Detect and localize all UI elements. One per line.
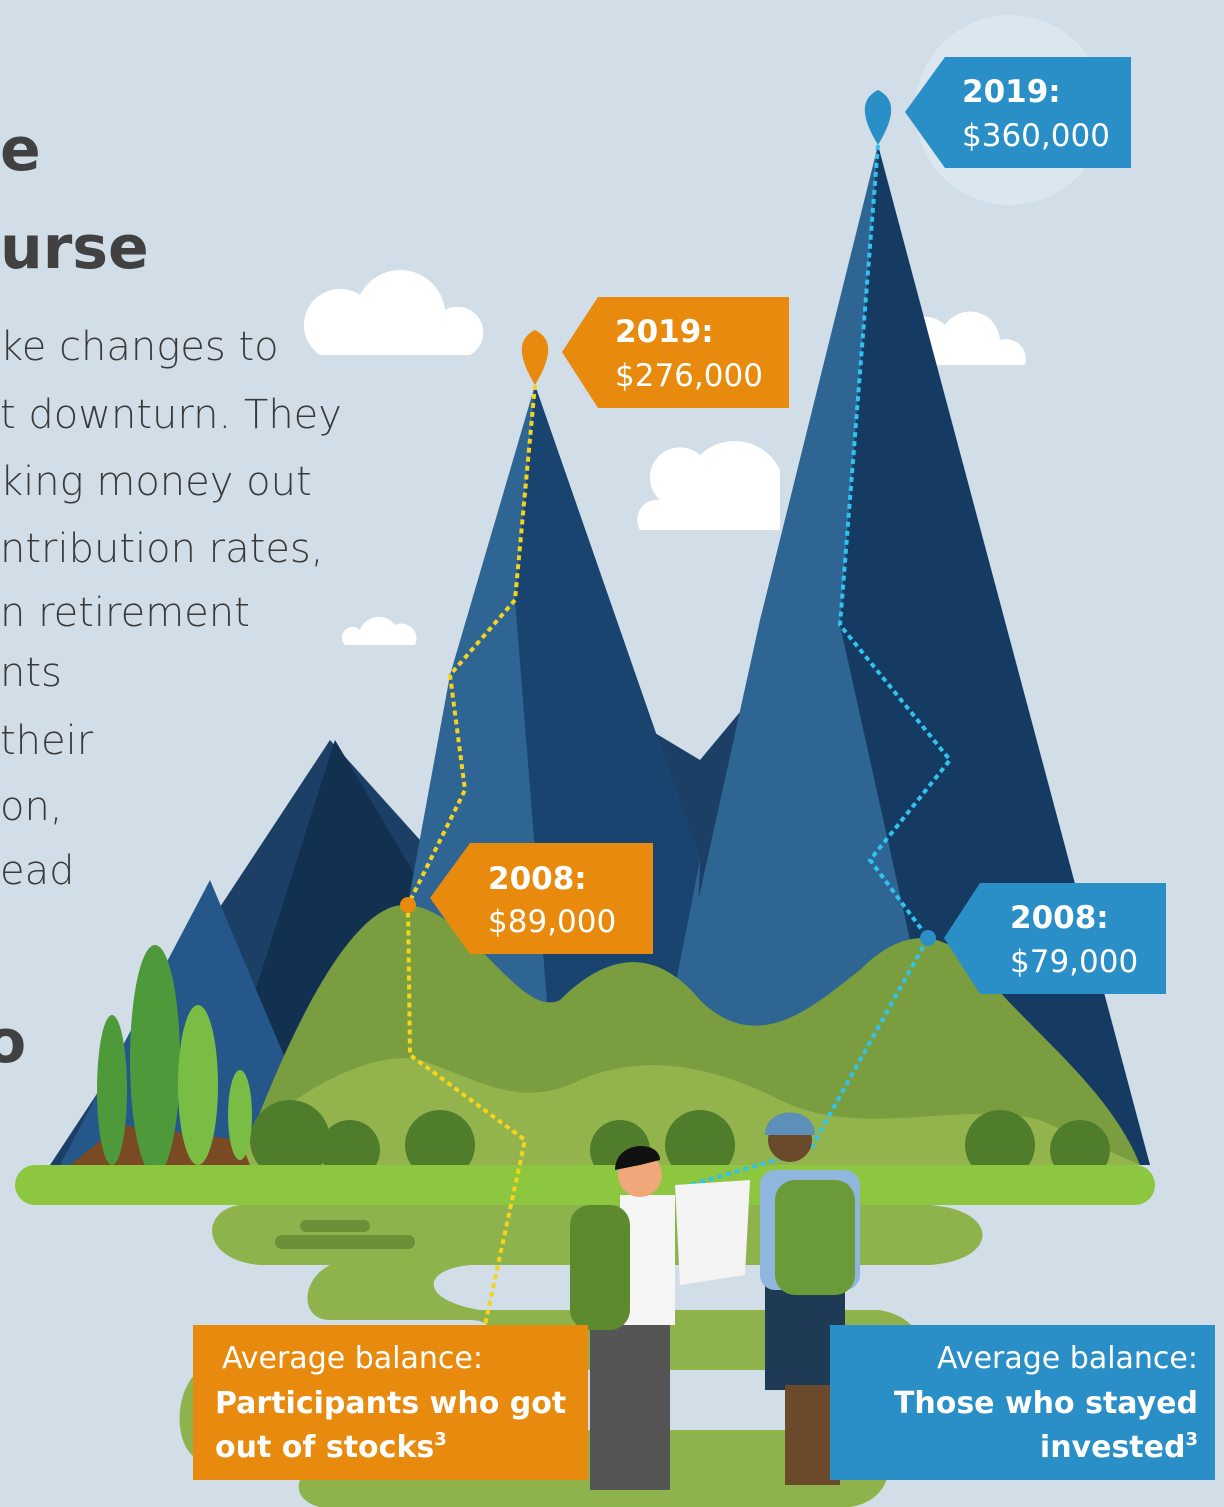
callout-amount: $79,000 (1010, 944, 1138, 980)
decor-shape (637, 441, 780, 530)
caption-group: invested3 (1040, 1429, 1198, 1465)
infographic: e urse ke changes to t downturn. They ki… (0, 0, 1224, 1507)
decor-shape (865, 90, 891, 145)
decor-circle (920, 930, 936, 946)
decor-shape (675, 1180, 750, 1285)
subheading: o (0, 1007, 26, 1077)
caption-label: Average balance: (937, 1341, 1198, 1376)
heading-line: urse (0, 213, 149, 283)
decor-shape (342, 617, 417, 645)
paragraph-line: nts (0, 650, 62, 696)
callout-year: 2019: (615, 314, 714, 350)
tree (97, 1015, 127, 1165)
paragraph-line: king money out (0, 459, 312, 505)
decor-rect (15, 1165, 1155, 1205)
decor-rect (275, 1235, 415, 1249)
decor-rect (775, 1180, 855, 1295)
caption-group: out of stocks3 (215, 1429, 447, 1465)
paragraph-line: ntribution rates, (0, 526, 323, 572)
caption: Average balance: Participants who got ou… (193, 1325, 588, 1480)
decor-rect (590, 1320, 670, 1490)
decor-rect (570, 1205, 630, 1330)
decor-circle (400, 897, 416, 913)
decor-shape (304, 270, 483, 355)
callout-amount: $89,000 (488, 904, 616, 940)
callout: 2008: $79,000 (944, 883, 1166, 994)
page: Infographic html,body{margin:0;padding:0… (0, 0, 1224, 1507)
decor-group (15, 15, 1155, 1507)
paragraph-line: t downturn. They (0, 392, 342, 438)
paragraph-line: their (0, 718, 94, 764)
callout-year: 2019: (962, 74, 1061, 110)
paragraph-line: n retirement (0, 590, 250, 636)
callout: 2019: $276,000 (562, 297, 789, 408)
paragraph-line: ke changes to (0, 324, 279, 370)
caption-group-text: out of stocks (215, 1430, 434, 1465)
callout: 2019: $360,000 (905, 57, 1131, 168)
callout-amount: $276,000 (615, 358, 763, 394)
callout: 2008: $89,000 (430, 843, 653, 954)
footnote-mark: 3 (1185, 1429, 1198, 1450)
decor-shape (522, 330, 548, 385)
caption-group-text: invested (1040, 1430, 1186, 1465)
tree (178, 1005, 218, 1165)
caption-label: Average balance: (222, 1341, 483, 1376)
callout-year: 2008: (488, 861, 587, 897)
heading-line: e (0, 115, 41, 185)
caption-group: Those who stayed (894, 1386, 1198, 1421)
tree (130, 945, 180, 1175)
decor-rect (300, 1220, 370, 1232)
paragraph-line: ead (0, 848, 75, 894)
paragraph-line: on, (0, 784, 63, 830)
callout-amount: $360,000 (962, 118, 1110, 154)
tree (228, 1070, 252, 1160)
footnote-mark: 3 (434, 1429, 447, 1450)
page-body: {"heading":{"lines":["e","urse"]}, "para… (0, 0, 1224, 1507)
decor-group (97, 945, 180, 1175)
caption-group: Participants who got (215, 1386, 566, 1421)
caption: Average balance: Those who stayed invest… (830, 1325, 1215, 1480)
callout-year: 2008: (1010, 900, 1109, 936)
